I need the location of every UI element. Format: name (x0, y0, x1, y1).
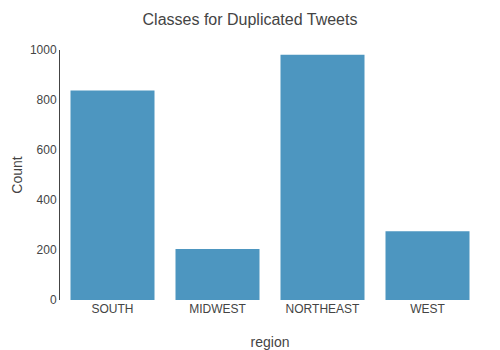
svg-text:600: 600 (37, 143, 57, 157)
svg-text:Count: Count (9, 156, 25, 193)
svg-text:region: region (251, 334, 290, 350)
svg-text:1000: 1000 (30, 43, 57, 57)
svg-text:0: 0 (50, 293, 57, 307)
svg-text:400: 400 (37, 193, 57, 207)
svg-text:200: 200 (37, 243, 57, 257)
svg-text:NORTHEAST: NORTHEAST (286, 302, 360, 316)
svg-text:WEST: WEST (410, 302, 445, 316)
svg-text:MIDWEST: MIDWEST (189, 302, 246, 316)
svg-text:Classes for Duplicated Tweets: Classes for Duplicated Tweets (143, 11, 358, 28)
svg-text:800: 800 (37, 93, 57, 107)
svg-text:SOUTH: SOUTH (92, 302, 134, 316)
